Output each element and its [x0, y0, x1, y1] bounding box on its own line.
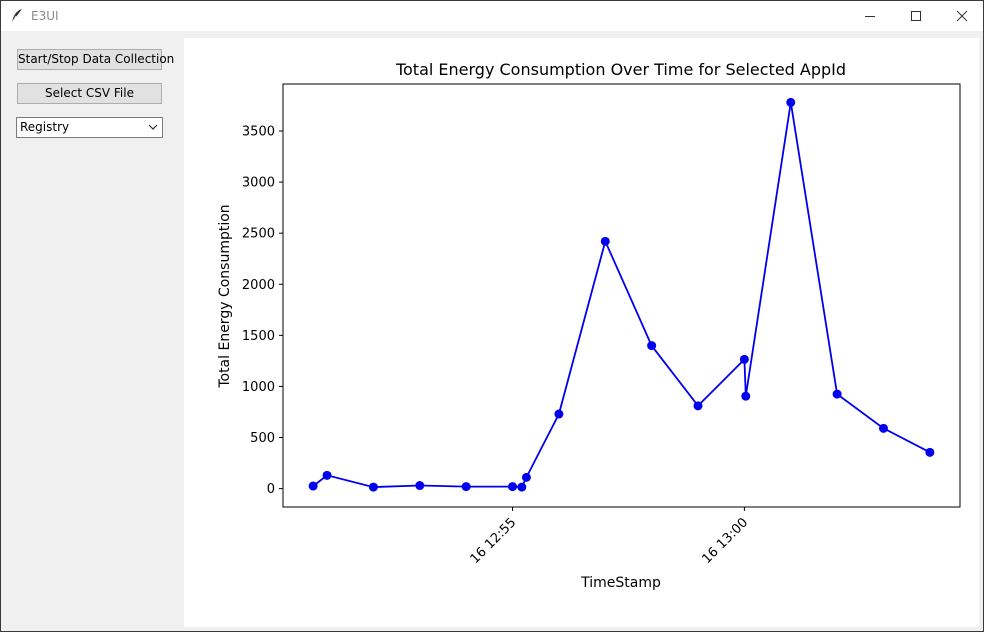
title-bar[interactable]: E3UI — [1, 1, 983, 31]
energy-line-chart: Total Energy Consumption Over Time for S… — [217, 60, 961, 591]
x-axis: 16 12:55 16 13:00 — [468, 507, 751, 567]
y-axis-label: Total Energy Consumption — [217, 204, 233, 388]
start-stop-collection-button[interactable]: Start/Stop Data Collection — [17, 49, 174, 70]
maximize-button[interactable] — [893, 1, 939, 31]
maximize-icon — [911, 11, 921, 21]
data-point — [600, 236, 610, 246]
select-csv-button[interactable]: Select CSV File — [17, 83, 162, 104]
chevron-down-icon — [148, 124, 158, 130]
appid-dropdown-value: Registry — [20, 120, 70, 134]
x-tick-label: 16 12:55 — [468, 515, 520, 567]
data-point — [521, 472, 531, 482]
data-point — [322, 470, 332, 480]
y-tick-label: 3000 — [242, 176, 275, 191]
data-point — [461, 482, 471, 492]
y-tick-label: 3500 — [242, 125, 275, 140]
series-energy — [308, 97, 935, 492]
y-tick-label: 1000 — [242, 380, 275, 395]
data-point — [739, 354, 749, 364]
minimize-button[interactable] — [847, 1, 893, 31]
feather-icon — [10, 8, 24, 24]
close-icon — [956, 10, 968, 22]
y-tick-label: 500 — [250, 431, 275, 446]
y-tick-label: 2000 — [242, 278, 275, 293]
data-point — [741, 391, 751, 401]
data-point — [554, 409, 564, 419]
x-tick-label: 16 13:00 — [699, 515, 751, 567]
window-title: E3UI — [31, 9, 59, 23]
y-axis: 0 500 1000 1500 2000 2500 3000 3500 — [242, 125, 283, 497]
data-point — [368, 482, 378, 492]
data-point — [647, 341, 657, 351]
data-point — [693, 401, 703, 411]
plot-canvas: Total Energy Consumption Over Time for S… — [184, 38, 979, 627]
appid-dropdown[interactable]: Registry — [16, 117, 163, 138]
chart-title: Total Energy Consumption Over Time for S… — [395, 60, 846, 79]
data-point — [508, 482, 518, 492]
close-button[interactable] — [939, 1, 984, 31]
y-tick-label: 2500 — [242, 227, 275, 242]
data-point — [517, 482, 527, 492]
data-point — [308, 481, 318, 491]
data-point — [925, 447, 935, 457]
data-point — [832, 389, 842, 399]
data-point — [786, 97, 796, 107]
y-tick-label: 0 — [267, 482, 275, 497]
minimize-icon — [865, 16, 875, 17]
y-tick-label: 1500 — [242, 329, 275, 344]
data-point — [878, 423, 888, 433]
series-line — [312, 102, 931, 489]
plot-frame — [282, 83, 961, 508]
x-axis-label: TimeStamp — [580, 575, 661, 591]
data-point — [415, 481, 425, 491]
